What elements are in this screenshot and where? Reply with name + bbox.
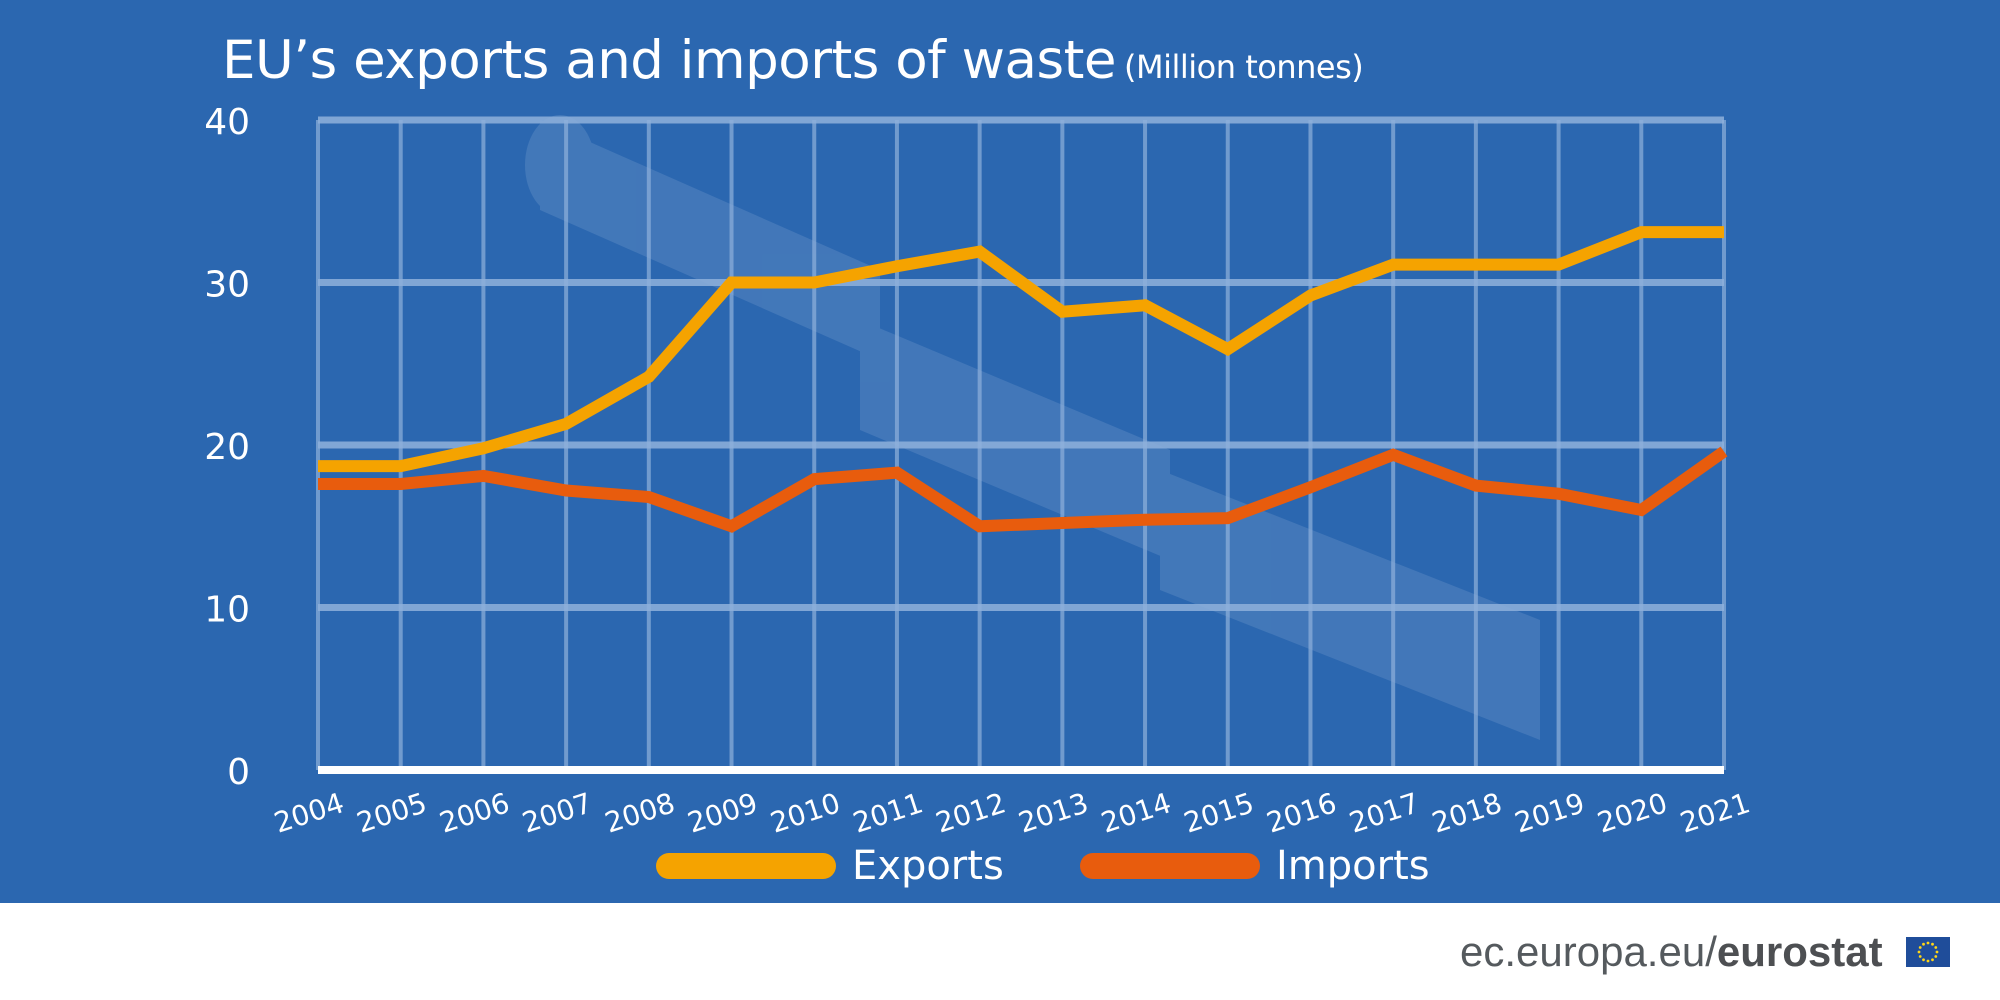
y-tick-label-30: 30 [204, 265, 250, 306]
x-axis-tick-labels: 2004 2005 2006 2007 2008 2009 2010 2011 2012 2013… [270, 786, 1754, 839]
legend-swatch-exports [656, 853, 836, 879]
y-axis-tick-labels: 0 10 20 30 40 [204, 102, 250, 793]
chart-title: EU’s exports and imports of waste (Millio… [222, 30, 1364, 91]
flag-star [1935, 950, 1939, 954]
x-tick-label-2005: 2005 [353, 786, 431, 839]
chart-title-unit: (Million tonnes) [1124, 48, 1364, 86]
flag-star [1931, 958, 1934, 962]
flag-star [1922, 942, 1925, 946]
x-tick-label-2004: 2004 [270, 786, 348, 839]
train-illustration [525, 115, 1540, 740]
series-line-exports [318, 226, 1724, 473]
footer-source: ec.europa.eu/eurostat [1460, 928, 1883, 978]
y-tick-label-40: 40 [204, 102, 250, 143]
x-tick-label-2019: 2019 [1511, 786, 1589, 839]
eu-flag-icon [1906, 937, 1950, 967]
flag-star [1926, 959, 1930, 963]
chart-panel: EU’s exports and imports of waste (Millio… [0, 0, 2000, 903]
y-tick-label-0: 0 [227, 752, 250, 793]
x-tick-label-2008: 2008 [601, 786, 679, 839]
flag-star [1918, 955, 1922, 958]
y-tick-label-10: 10 [204, 590, 250, 631]
x-tick-label-2011: 2011 [849, 786, 927, 839]
legend-swatch-imports [1080, 853, 1260, 879]
x-tick-label-2012: 2012 [932, 786, 1010, 839]
flag-star [1934, 955, 1938, 958]
x-tick-label-2014: 2014 [1097, 786, 1175, 839]
flag-star [1934, 946, 1938, 949]
chart-title-main: EU’s exports and imports of waste [222, 30, 1117, 91]
horizontal-gridlines [318, 116, 1724, 611]
flag-star [1918, 946, 1922, 949]
flag-star [1931, 942, 1934, 946]
x-tick-label-2010: 2010 [766, 786, 844, 839]
x-tick-label-2009: 2009 [684, 786, 762, 839]
flag-star [1926, 941, 1930, 945]
flag-star [1917, 950, 1921, 954]
series-line-imports [318, 446, 1728, 533]
x-tick-label-2007: 2007 [518, 786, 596, 839]
x-tick-label-2018: 2018 [1428, 786, 1506, 839]
flag-star [1922, 958, 1925, 962]
x-tick-label-2020: 2020 [1593, 786, 1671, 839]
legend-label-imports: Imports [1276, 843, 1430, 889]
series-lines [318, 226, 1728, 533]
footer-domain: ec.europa.eu/ [1460, 928, 1717, 975]
x-tick-label-2006: 2006 [435, 786, 513, 839]
x-tick-label-2021: 2021 [1676, 786, 1754, 839]
legend-label-exports: Exports [852, 843, 1004, 889]
footer-brand: eurostat [1716, 928, 1883, 975]
x-tick-label-2013: 2013 [1014, 786, 1092, 839]
x-tick-label-2015: 2015 [1180, 786, 1258, 839]
y-tick-label-20: 20 [204, 427, 250, 468]
x-tick-label-2016: 2016 [1263, 786, 1341, 839]
x-tick-label-2017: 2017 [1345, 786, 1423, 839]
